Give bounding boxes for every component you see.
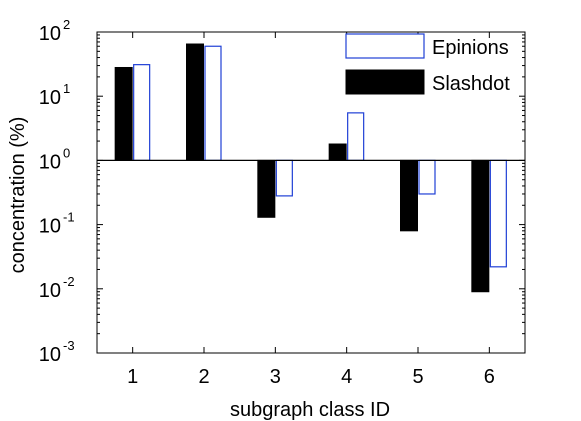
y-tick-label-exponent: -3 xyxy=(63,338,75,353)
x-axis-label: subgraph class ID xyxy=(230,399,390,421)
bar-epinions-4 xyxy=(347,112,365,161)
bars xyxy=(97,43,525,293)
x-tick-label: 3 xyxy=(270,366,281,388)
bar-slashdot-1 xyxy=(114,66,133,161)
bar-epinions-3 xyxy=(275,159,293,197)
legend-swatch-slashdot xyxy=(345,69,425,95)
y-axis-label: concentration (%) xyxy=(7,117,29,274)
y-tick-label-exponent: 1 xyxy=(63,81,70,96)
y-tick-label-exponent: 0 xyxy=(63,145,70,160)
x-tick-label: 5 xyxy=(412,366,423,388)
axes-frame xyxy=(96,31,526,354)
bar-epinions-5 xyxy=(418,159,436,195)
bar-epinions-6 xyxy=(489,159,507,268)
y-tick-label: 10 xyxy=(39,216,61,238)
y-tick-label: 10 xyxy=(39,280,61,302)
bar-epinions-1 xyxy=(133,64,151,162)
legend-label-slashdot: Slashdot xyxy=(432,73,510,95)
y-tick-label: 10 xyxy=(39,87,61,109)
y-tick-label: 10 xyxy=(39,344,61,366)
legend-label-epinions: Epinions xyxy=(432,37,509,59)
y-tick-label-exponent: -2 xyxy=(63,274,75,289)
x-tick-label: 1 xyxy=(127,366,138,388)
y-tick-label-exponent: -1 xyxy=(63,210,75,225)
bar-slashdot-4 xyxy=(328,143,347,161)
x-ticks: 1 2 3 4 5 6 xyxy=(127,32,495,388)
bar-slashdot-2 xyxy=(186,43,204,161)
bar-epinions-2 xyxy=(204,45,222,162)
y-tick-label-exponent: 2 xyxy=(63,17,70,32)
x-tick-label: 4 xyxy=(341,366,352,388)
legend-swatch-epinions xyxy=(345,33,425,59)
bar-slashdot-5 xyxy=(400,159,418,232)
x-tick-label: 6 xyxy=(484,366,495,388)
plot-area-border xyxy=(96,31,526,354)
bar-slashdot-6 xyxy=(471,159,490,293)
bar-slashdot-3 xyxy=(257,159,276,218)
legend: Epinions Slashdot xyxy=(345,33,510,95)
y-tick-label: 10 xyxy=(39,151,61,173)
x-tick-label: 2 xyxy=(198,366,209,388)
y-tick-label: 10 xyxy=(39,23,61,45)
